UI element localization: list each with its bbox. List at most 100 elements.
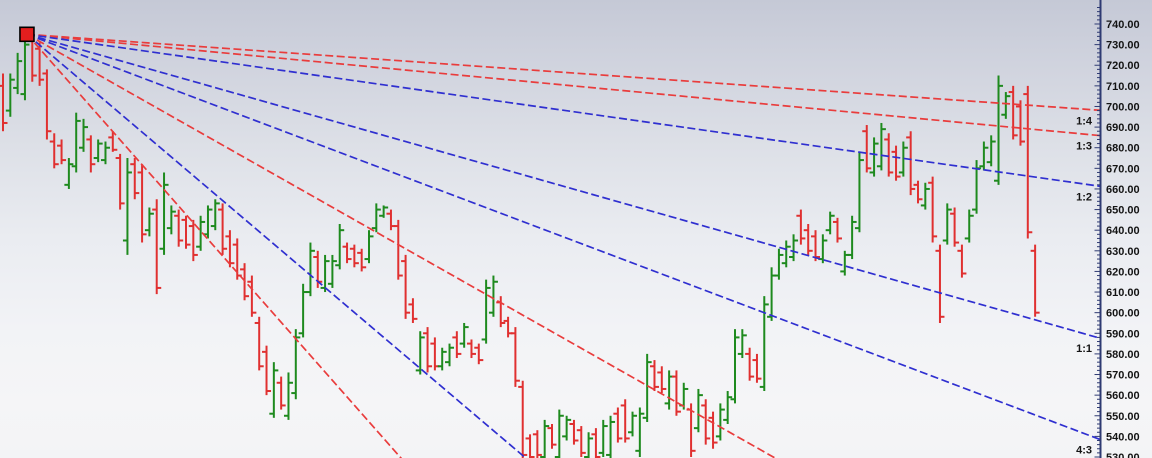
ohlc-bar: [708, 411, 718, 449]
ohlc-bar: [269, 362, 279, 418]
ohlc-bar: [979, 141, 989, 171]
ohlc-bar: [825, 211, 835, 235]
ohlc-bar: [283, 372, 293, 420]
ohlc-bar: [752, 353, 762, 383]
ohlc-bar: [5, 73, 15, 117]
ohlc-bar: [188, 219, 198, 262]
ohlc-bar: [0, 73, 8, 132]
ohlc-bar: [584, 432, 594, 458]
gann-anchor-handle[interactable]: [19, 26, 35, 43]
ohlc-bar: [386, 209, 396, 231]
ohlc-bar: [854, 151, 864, 233]
gann-fan-line-4:3[interactable]: [26, 33, 1101, 441]
ohlc-bar: [57, 139, 67, 165]
price-tick-label: 590.00: [1106, 328, 1140, 340]
ohlc-bar: [137, 164, 147, 243]
ohlc-bar: [649, 360, 659, 392]
ohlc-bar: [964, 209, 974, 243]
ohlc-bar: [532, 430, 542, 458]
ohlc-bar: [745, 347, 755, 381]
ohlc-bar: [488, 275, 498, 317]
ohlc-bar: [796, 209, 806, 245]
ohlc-bar: [569, 419, 579, 445]
price-tick-label: 620.00: [1106, 266, 1140, 278]
ohlc-bar: [671, 370, 681, 416]
gann-fan-label-1:4: 1:4: [1076, 115, 1093, 127]
ohlc-bar: [759, 296, 769, 392]
ohlc-bar: [525, 434, 535, 458]
ohlc-bar: [262, 345, 272, 396]
ohlc-bar: [598, 419, 608, 457]
ohlc-bar: [474, 343, 484, 365]
ohlc-bar: [196, 215, 206, 251]
ohlc-series: [0, 32, 1040, 458]
ohlc-bar: [379, 205, 389, 218]
ohlc-bar: [898, 141, 908, 177]
gann-anchor: [19, 26, 35, 43]
gann-fan-line-1:2[interactable]: [26, 33, 1101, 188]
ohlc-bar: [518, 380, 528, 458]
ohlc-bar: [320, 254, 330, 293]
ohlc-bar: [247, 275, 257, 317]
ohlc-bar: [950, 207, 960, 247]
ohlc-bar: [459, 322, 469, 348]
ohlc-bar: [510, 327, 520, 387]
gann-fan-line-r5[interactable]: [26, 33, 805, 458]
ohlc-bar: [547, 424, 557, 449]
price-tick-label: 640.00: [1106, 225, 1140, 237]
ohlc-bar: [20, 36, 30, 101]
ohlc-bar: [152, 199, 162, 295]
ohlc-bar: [957, 244, 967, 278]
ohlc-bar: [620, 399, 630, 443]
ohlc-bar: [305, 242, 315, 297]
price-tick-label: 570.00: [1106, 370, 1140, 382]
price-tick-label: 660.00: [1106, 184, 1140, 196]
ohlc-bar: [986, 135, 996, 167]
ohlc-bar: [159, 172, 169, 255]
ohlc-bar: [591, 428, 601, 458]
gann-fan-line-r7[interactable]: [26, 33, 416, 458]
ohlc-bar: [554, 409, 564, 458]
ohlc-bar: [606, 415, 616, 458]
price-tick-label: 700.00: [1106, 101, 1140, 113]
ohlc-bar: [276, 376, 286, 410]
ohlc-bar: [884, 133, 894, 177]
ohlc-bar: [130, 158, 140, 200]
price-tick-label: 560.00: [1106, 390, 1140, 402]
gann-fan-line-1:3[interactable]: [26, 33, 1101, 137]
ohlc-bar: [803, 224, 813, 255]
gann-fan-line-r6[interactable]: [26, 33, 546, 458]
ohlc-bar: [913, 180, 923, 204]
price-tick-label: 690.00: [1106, 122, 1140, 134]
ohlc-bar: [715, 403, 725, 441]
ohlc-bar: [371, 203, 381, 233]
price-axis[interactable]: 740.00 730.00 720.00 710.00 700.00 690.00 680.…: [1094, 0, 1140, 458]
gann-fan-label-1:1: 1:1: [1076, 343, 1092, 355]
ohlc-bar: [920, 182, 930, 210]
ohlc-bar: [13, 52, 23, 95]
ohlc-bar: [781, 240, 791, 268]
ohlc-bar: [994, 75, 1004, 185]
ohlc-bar: [789, 234, 799, 262]
ohlc-bar: [181, 215, 191, 249]
ohlc-bar: [906, 131, 916, 196]
ohlc-bar: [847, 215, 857, 260]
ohlc-bar: [1001, 92, 1011, 119]
ohlc-bar: [737, 329, 747, 359]
gann-fan-label-4:3: 4:3: [1076, 444, 1092, 456]
ohlc-bar: [423, 327, 433, 373]
gann-fan-line-1:1[interactable]: [26, 33, 1101, 340]
ohlc-bar: [642, 353, 652, 422]
gann-fan-label-1:2: 1:2: [1076, 191, 1092, 203]
price-tick-label: 740.00: [1106, 19, 1140, 31]
ohlc-bar: [335, 224, 345, 270]
ohlc-bar: [342, 242, 352, 264]
ohlc-bar: [144, 207, 154, 237]
price-tick-label: 540.00: [1106, 431, 1140, 443]
gann-fan-line-1:4[interactable]: [26, 33, 1101, 112]
ohlc-bar: [445, 343, 455, 367]
ohlc-bar: [100, 141, 110, 165]
ohlc-bar: [503, 316, 513, 338]
